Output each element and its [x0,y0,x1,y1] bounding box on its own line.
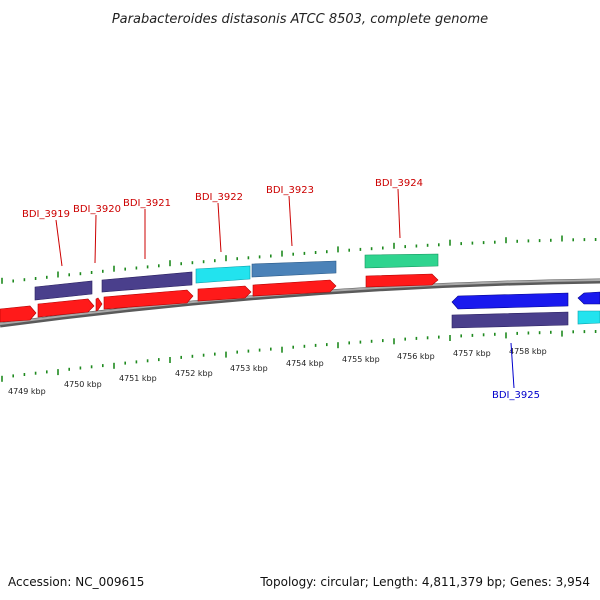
gene-arrow-forward[interactable] [197,285,252,302]
gene-label-bdi-3925[interactable]: BDI_3925 [492,342,540,401]
svg-text:BDI_3921: BDI_3921 [123,198,171,209]
genome-summary-text: Topology: circular; Length: 4,811,379 bp… [259,575,590,589]
tick-label-4754: 4754 kbp [286,359,324,368]
tick-label-4756: 4756 kbp [397,352,435,361]
gene-label-bdi-3922[interactable]: BDI_3922 [195,192,243,253]
tick-label-4749: 4749 kbp [8,387,46,396]
gene-label-bdi-3921[interactable]: BDI_3921 [123,198,171,259]
feature-bar[interactable] [577,310,600,325]
accession-text: Accession: NC_009615 [8,575,144,589]
gene-arrow-forward[interactable] [365,273,439,288]
tick-label-4750: 4750 kbp [64,380,102,389]
gene-arrow-forward[interactable] [252,279,337,297]
svg-text:BDI_3919: BDI_3919 [22,209,70,220]
svg-text:BDI_3925: BDI_3925 [492,390,540,401]
svg-text:BDI_3924: BDI_3924 [375,178,423,189]
gene-arrow-forward[interactable] [103,289,194,310]
gene-label-bdi-3924[interactable]: BDI_3924 [375,178,423,239]
reverse-cds-track [451,291,600,310]
gene-arrow-forward[interactable] [95,297,103,312]
gene-label-bdi-3923[interactable]: BDI_3923 [266,185,314,247]
outer-scale-track [1,235,597,284]
tick-label-4751: 4751 kbp [119,374,157,383]
forward-cds-track [0,273,439,323]
gene-arrow-reverse[interactable] [451,292,569,310]
tick-label-4752: 4752 kbp [175,369,213,378]
feature-bar[interactable] [451,311,569,329]
forward-feature-track [34,253,439,301]
svg-text:BDI_3923: BDI_3923 [266,185,314,196]
feature-bar[interactable] [34,280,93,301]
gene-labels: BDI_3919 BDI_3920 BDI_3921 BDI_3922 BDI_… [22,178,540,401]
gene-label-bdi-3920[interactable]: BDI_3920 [73,204,121,264]
tick-label-4753: 4753 kbp [230,364,268,373]
gene-label-bdi-3919[interactable]: BDI_3919 [22,209,70,267]
scale-labels: 4749 kbp 4750 kbp 4751 kbp 4752 kbp 4753… [8,347,547,396]
feature-bar[interactable] [101,271,193,293]
gene-arrow-forward[interactable] [0,305,37,323]
gene-arrow-forward[interactable] [37,298,95,318]
tick-label-4758: 4758 kbp [509,347,547,356]
feature-bar[interactable] [251,260,337,278]
reverse-feature-track [451,310,600,329]
svg-text:BDI_3922: BDI_3922 [195,192,243,203]
gene-arrow-reverse[interactable] [577,291,600,305]
feature-bar[interactable] [364,253,439,269]
svg-text:BDI_3920: BDI_3920 [73,204,121,215]
genome-title: Parabacteroides distasonis ATCC 8503, co… [112,12,488,27]
tick-label-4755: 4755 kbp [342,355,380,364]
feature-bar[interactable] [195,265,251,284]
inner-scale-track [1,330,597,382]
tick-label-4757: 4757 kbp [453,349,491,358]
